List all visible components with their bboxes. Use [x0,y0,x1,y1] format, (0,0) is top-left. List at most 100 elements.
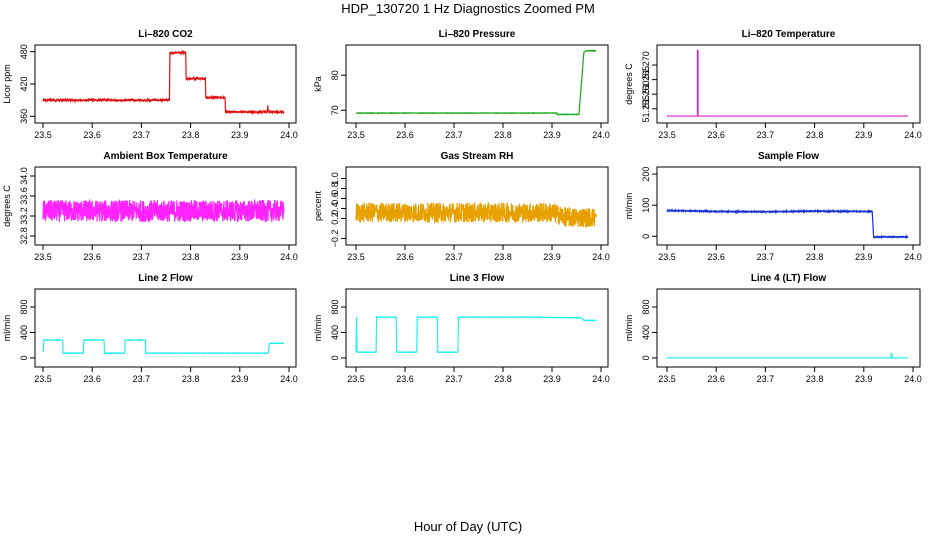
y-tick-label: 100 [641,198,651,213]
y-axis-label: degrees C [2,185,12,227]
y-axis-label: ml/min [624,193,634,220]
x-tick-label: 23.5 [347,374,365,384]
y-tick-label: 0.2 [330,212,340,225]
y-tick-label: 800 [641,299,651,314]
y-axis-label: ml/min [313,315,323,342]
plot-frame [656,44,921,124]
panel-title: Sample Flow [758,151,819,162]
x-tick-label: 23.8 [182,130,200,140]
chart-panel-8: Line 3 Flow ml/min 23.5 23.6 23.7 23.8 23.9 24.… [313,273,610,384]
x-tick-label: 23.6 [707,252,725,262]
panel-title: Line 3 Flow [450,273,505,284]
x-tick-label: 23.8 [806,252,824,262]
y-tick-label: 32.8 [19,227,29,245]
chart-panel-6: Sample Flow ml/min 23.5 23.6 23.7 23.8 23.9 24.… [624,151,922,262]
x-tick-label: 23.7 [133,130,151,140]
x-tick-label: 23.9 [855,252,873,262]
series-line [355,49,597,116]
figure-title: HDP_130720 1 Hz Diagnostics Zoomed PM [341,1,595,16]
panel-title: Line 4 (LT) Flow [751,273,827,284]
y-tick-label: 80 [330,70,340,80]
x-tick-label: 23.6 [396,374,414,384]
x-tick-label: 24.0 [280,130,298,140]
x-tick-label: 23.5 [34,130,52,140]
y-tick-label: 800 [19,299,29,314]
x-tick-label: 23.5 [347,130,365,140]
x-tick-label: 23.5 [658,130,676,140]
x-tick-label: 23.7 [445,130,463,140]
x-tick-label: 24.0 [904,374,922,384]
x-tick-label: 23.5 [658,252,676,262]
x-tick-label: 23.6 [707,130,725,140]
x-tick-label: 23.7 [133,374,151,384]
series-line [667,352,909,359]
y-tick-label: 33.2 [19,207,29,225]
plot-frame [34,166,297,246]
x-tick-label: 23.8 [494,252,512,262]
x-tick-label: 23.9 [543,252,561,262]
x-tick-label: 23.8 [806,374,824,384]
plot-frame [345,44,609,124]
x-tick-label: 23.9 [855,130,873,140]
plot-frame [34,288,297,368]
plot-frame [345,288,609,368]
series-line [666,208,909,240]
y-tick-label: 70 [330,105,340,115]
panel-title: Li–820 Temperature [742,29,836,40]
y-tick-label: 0 [641,355,651,360]
y-axis-label: ml/min [624,315,634,342]
x-tick-label: 23.9 [231,130,249,140]
y-axis-label: degrees C [624,63,634,105]
chart-panel-2: Li–820 Pressure kPa 23.5 23.6 23.7 23.8 23.9 24… [313,29,610,140]
x-tick-label: 23.5 [658,374,676,384]
plot-frame [656,166,921,246]
x-tick-label: 24.0 [592,130,610,140]
x-tick-label: 23.9 [855,374,873,384]
chart-panel-3: Li–820 Temperature degrees C 23.5 23.6 23.7 2… [624,29,922,140]
panel-title: Li–820 CO2 [138,29,193,40]
x-tick-label: 23.6 [707,374,725,384]
y-tick-label: 360 [19,109,29,124]
x-tick-label: 23.9 [231,374,249,384]
x-tick-label: 23.5 [34,252,52,262]
y-tick-label: 0.6 [330,192,340,205]
x-tick-label: 23.7 [445,374,463,384]
x-tick-label: 23.5 [34,374,52,384]
y-tick-label: 0 [641,234,651,239]
x-tick-label: 23.8 [494,130,512,140]
y-axis-label: ml/min [2,315,12,342]
x-tick-label: 23.7 [445,252,463,262]
x-tick-label: 24.0 [280,252,298,262]
chart-panel-5: Gas Stream RH percent 23.5 23.6 23.7 23.8 23.9… [313,151,610,262]
series-line [355,202,597,228]
series-line [42,338,285,355]
y-tick-label: −0.2 [330,230,340,248]
series-line [42,198,285,223]
y-tick-label: 400 [330,325,340,340]
x-tick-label: 23.8 [182,252,200,262]
y-tick-label: 0.8 [330,182,340,195]
x-tick-label: 23.9 [543,374,561,384]
x-tick-label: 23.6 [396,252,414,262]
x-tick-label: 23.6 [83,130,101,140]
y-tick-label: 1.0 [330,172,340,185]
x-axis-caption: Hour of Day (UTC) [413,519,523,534]
x-tick-label: 24.0 [904,252,922,262]
y-tick-label: 34.0 [19,167,29,185]
y-axis-label: Licor ppm [2,64,12,104]
y-tick-label: 0 [19,355,29,360]
x-tick-label: 23.7 [757,130,775,140]
chart-panel-1: Li–820 CO2 Licor ppm 23.5 23.6 23.7 23.8 23.9 2… [2,29,298,140]
x-tick-label: 24.0 [280,374,298,384]
x-tick-label: 23.9 [543,130,561,140]
y-tick-label: 800 [330,299,340,314]
x-tick-label: 23.7 [757,374,775,384]
y-tick-label: 51.255 [641,95,651,123]
panel-title: Li–820 Pressure [439,29,516,40]
x-tick-label: 23.8 [806,130,824,140]
series-line [667,49,909,117]
x-tick-label: 23.7 [757,252,775,262]
series-line [42,49,285,116]
x-tick-label: 24.0 [592,252,610,262]
